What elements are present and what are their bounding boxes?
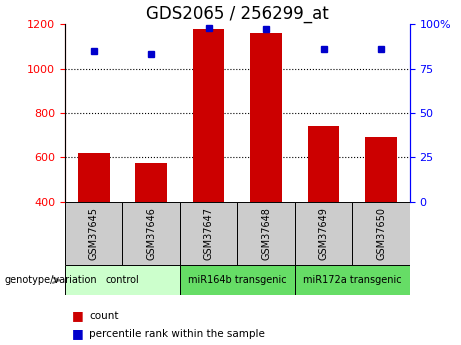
Bar: [180, 265, 295, 295]
Text: control: control: [106, 275, 139, 285]
Bar: [193, 29, 225, 202]
Text: GSM37645: GSM37645: [89, 207, 99, 260]
Bar: [250, 33, 282, 202]
Text: GSM37649: GSM37649: [319, 207, 329, 260]
Bar: [123, 202, 180, 265]
Bar: [295, 265, 410, 295]
Text: GSM37648: GSM37648: [261, 207, 271, 260]
Bar: [136, 163, 167, 202]
Bar: [65, 265, 180, 295]
Text: miR164b transgenic: miR164b transgenic: [188, 275, 287, 285]
Bar: [78, 153, 110, 202]
Text: count: count: [89, 311, 118, 321]
Text: percentile rank within the sample: percentile rank within the sample: [89, 329, 265, 338]
Text: GSM37647: GSM37647: [204, 207, 214, 260]
Text: ■: ■: [71, 309, 83, 322]
Bar: [65, 202, 123, 265]
Title: GDS2065 / 256299_at: GDS2065 / 256299_at: [146, 5, 329, 23]
Text: miR172a transgenic: miR172a transgenic: [303, 275, 402, 285]
Bar: [295, 202, 352, 265]
Bar: [365, 137, 397, 202]
Text: GSM37646: GSM37646: [146, 207, 156, 260]
Bar: [308, 126, 339, 202]
Bar: [352, 202, 410, 265]
Text: genotype/variation: genotype/variation: [5, 275, 97, 285]
Text: GSM37650: GSM37650: [376, 207, 386, 260]
Bar: [237, 202, 295, 265]
Bar: [180, 202, 237, 265]
Text: ■: ■: [71, 327, 83, 340]
